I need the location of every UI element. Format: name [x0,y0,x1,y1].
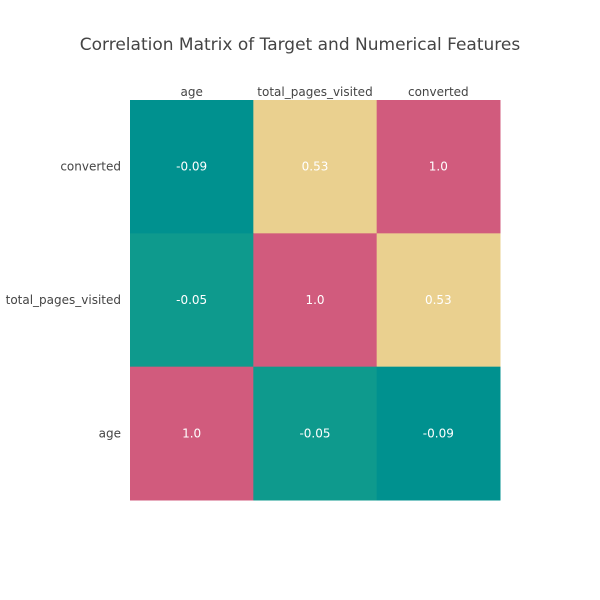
cell-value-label: -0.09 [176,160,207,174]
cell-value-label: -0.05 [299,426,330,440]
x-tick-label: age [180,85,202,99]
x-tick-label: converted [408,85,469,99]
cell-value-label: 0.53 [302,160,329,174]
cell-value-label: -0.05 [176,293,207,307]
heatmap-cell-converted-total_pages_visited [253,100,378,234]
y-tick-label: converted [60,160,121,174]
cell-value-label: 1.0 [305,293,324,307]
chart-title: Correlation Matrix of Target and Numeric… [80,35,521,55]
heatmap-cell-age-total_pages_visited [253,366,378,501]
heatmap-cell-age-converted [376,366,501,501]
cell-value-label: 1.0 [182,426,201,440]
heatmap-cell-total_pages_visited-age [130,233,254,368]
x-tick-label: total_pages_visited [257,85,372,99]
y-tick-label: total_pages_visited [6,293,121,307]
heatmap-cell-converted-age [130,100,254,234]
heatmap-cell-age-age [130,366,254,501]
y-tick-label: age [99,426,121,440]
cell-value-label: 0.53 [425,293,452,307]
heatmap-cell-converted-converted [376,100,501,234]
heatmap-cell-total_pages_visited-total_pages_visited [253,233,378,368]
cell-value-label: 1.0 [429,160,448,174]
x-axis-ticks: age total_pages_visited converted [180,85,468,99]
cell-value-label: -0.09 [423,426,454,440]
heatmap-cell-total_pages_visited-converted [376,233,501,368]
heatmap-cells: -0.09 0.53 1.0 -0.05 1.0 0.53 1.0 -0.05 -0.09 [130,100,501,501]
